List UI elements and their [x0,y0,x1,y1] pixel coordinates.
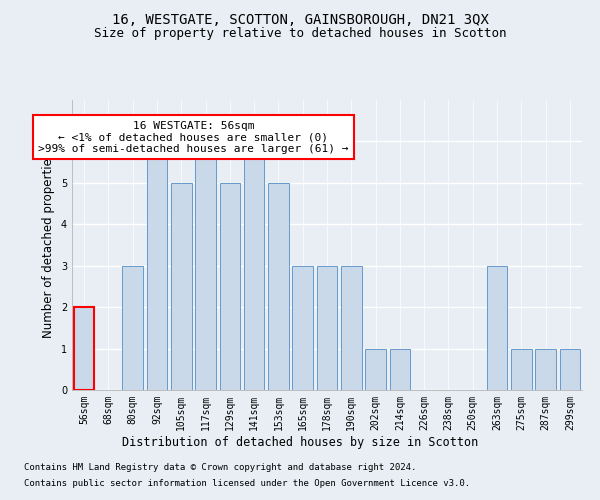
Bar [511,348,532,390]
Text: Size of property relative to detached houses in Scotton: Size of property relative to detached ho… [94,28,506,40]
Bar [244,142,265,390]
Bar [268,183,289,390]
Text: Distribution of detached houses by size in Scotton: Distribution of detached houses by size … [122,436,478,449]
Bar [365,348,386,390]
Y-axis label: Number of detached properties: Number of detached properties [43,152,55,338]
Bar [487,266,508,390]
Bar [560,348,580,390]
Bar [341,266,362,390]
Text: Contains HM Land Registry data © Crown copyright and database right 2024.: Contains HM Land Registry data © Crown c… [24,464,416,472]
Text: 16, WESTGATE, SCOTTON, GAINSBOROUGH, DN21 3QX: 16, WESTGATE, SCOTTON, GAINSBOROUGH, DN2… [112,12,488,26]
Bar [74,307,94,390]
Bar [122,266,143,390]
Text: Contains public sector information licensed under the Open Government Licence v3: Contains public sector information licen… [24,478,470,488]
Bar [220,183,240,390]
Bar [146,142,167,390]
Text: 16 WESTGATE: 56sqm
← <1% of detached houses are smaller (0)
>99% of semi-detache: 16 WESTGATE: 56sqm ← <1% of detached hou… [38,120,349,154]
Bar [389,348,410,390]
Bar [195,142,216,390]
Bar [317,266,337,390]
Bar [171,183,191,390]
Bar [535,348,556,390]
Bar [292,266,313,390]
